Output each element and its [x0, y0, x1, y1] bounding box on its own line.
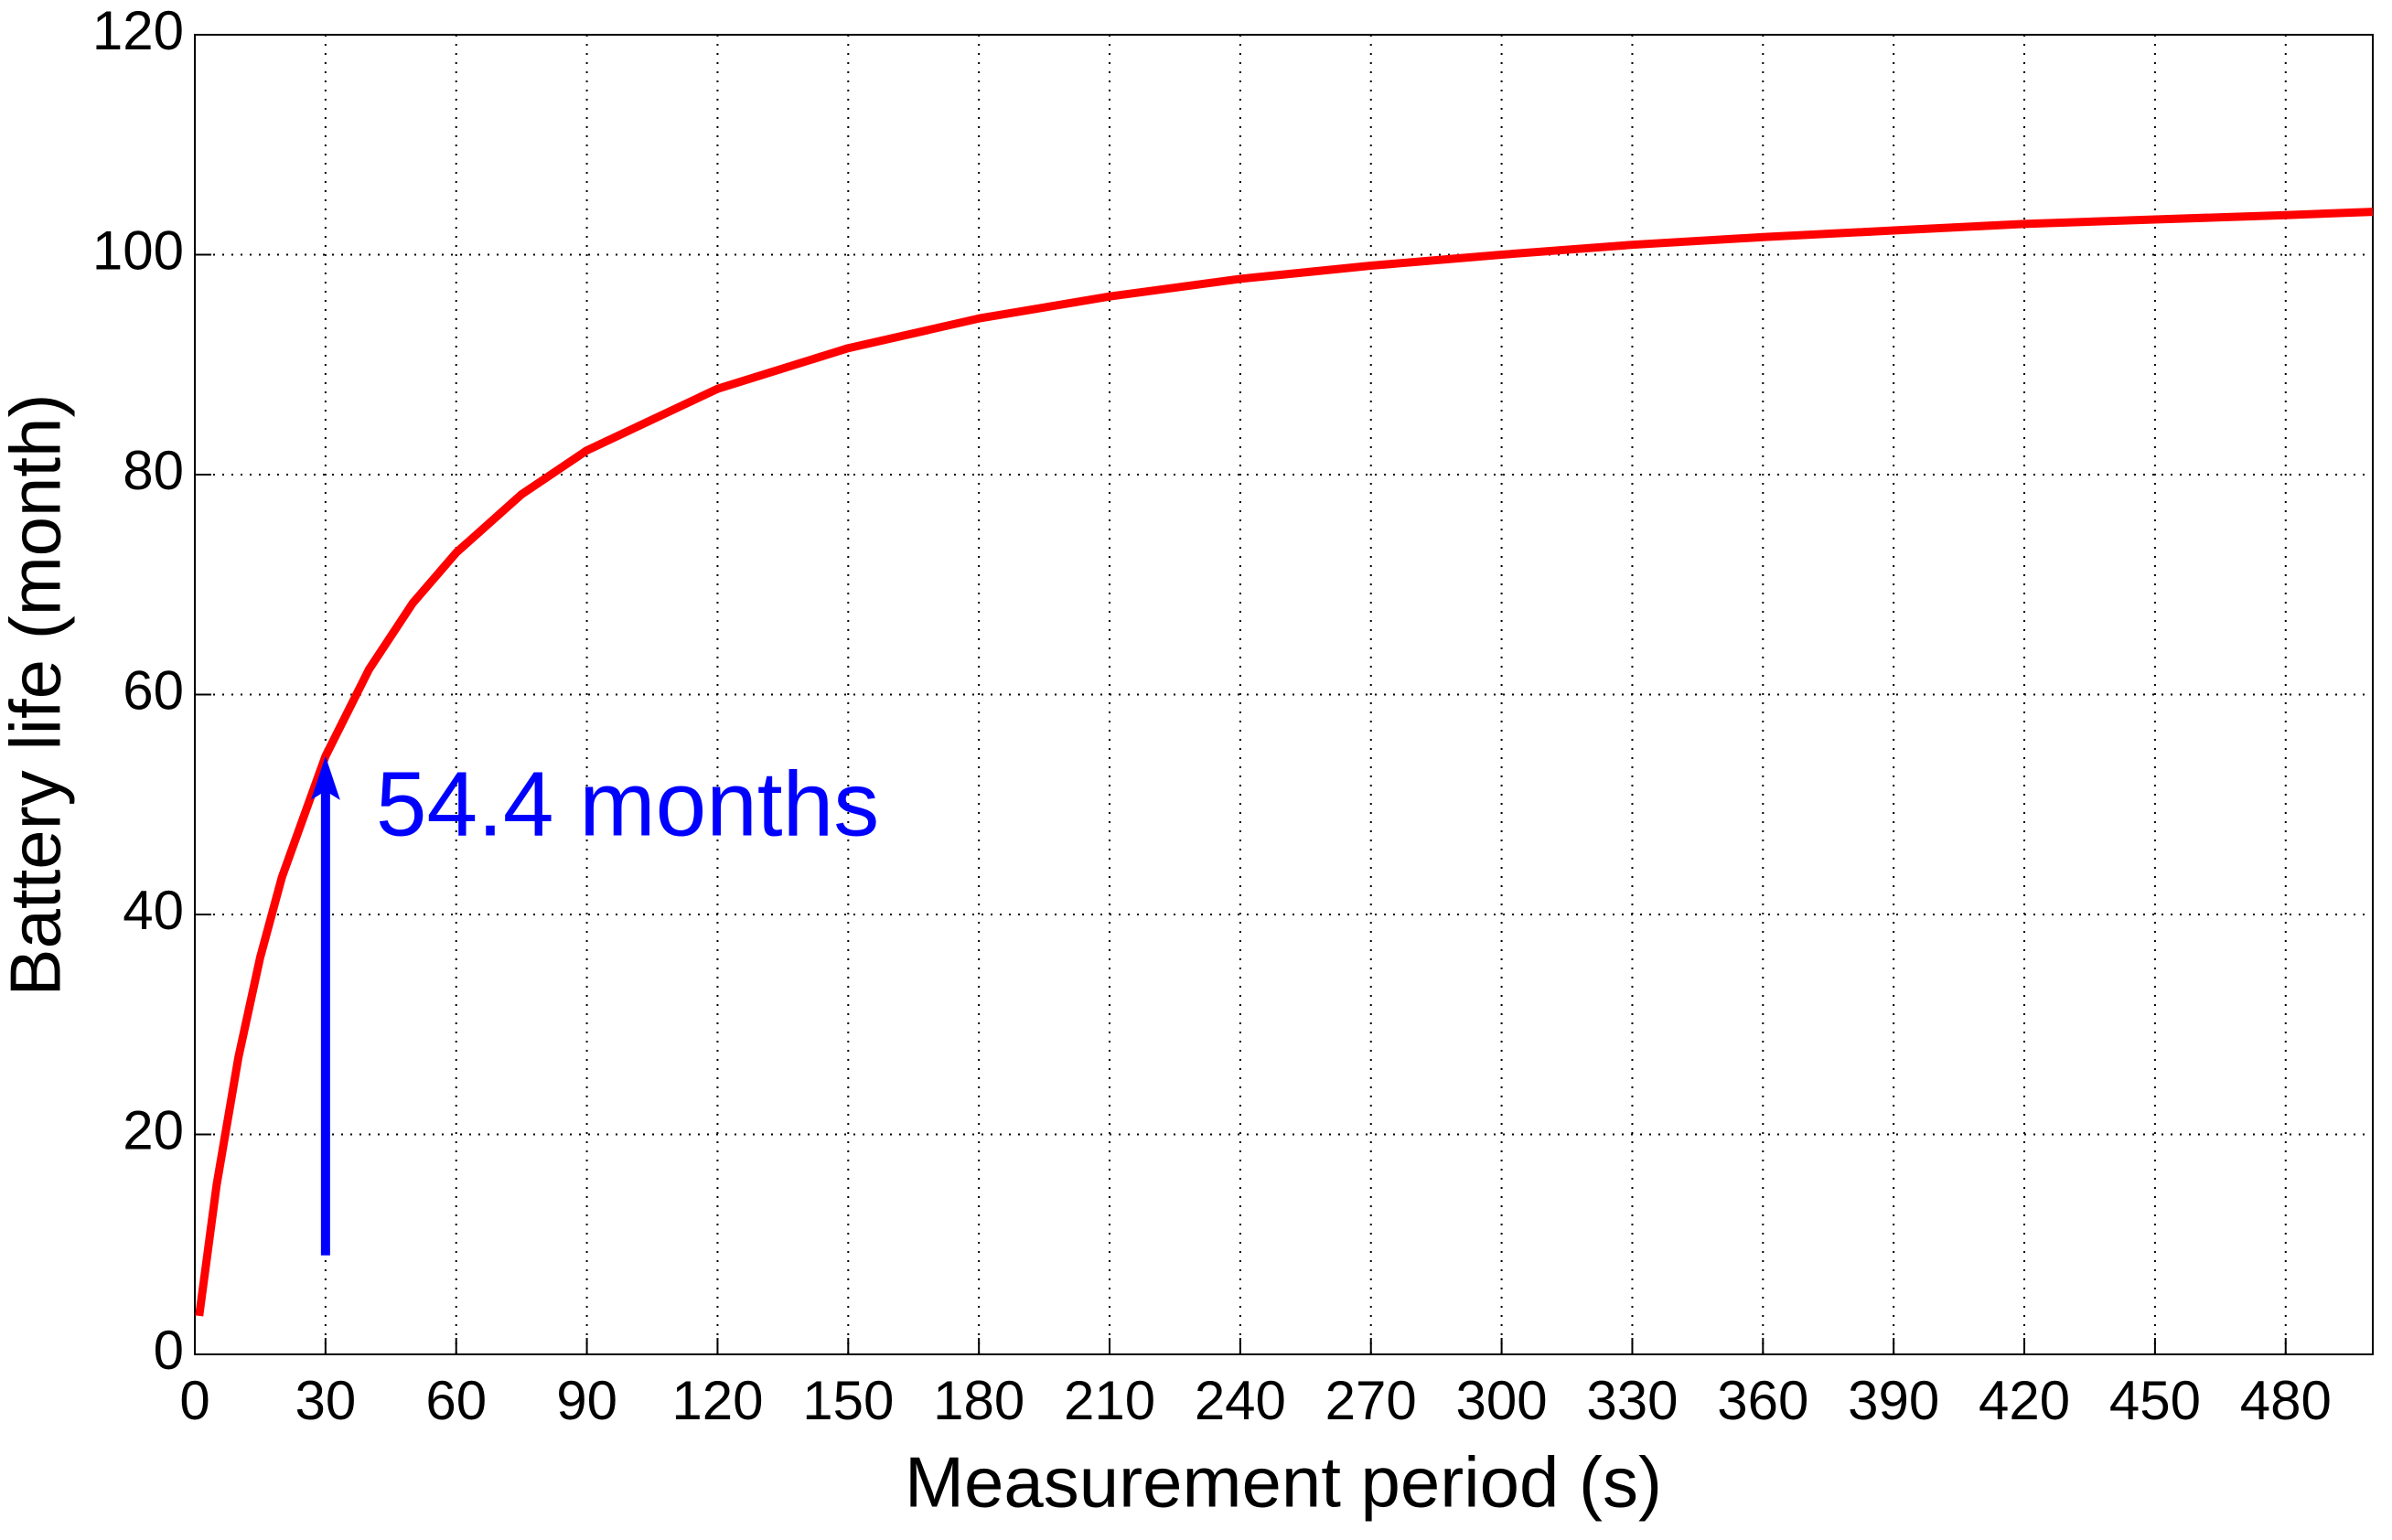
x-tick-label: 0 [179, 1370, 209, 1431]
x-tick-label: 450 [2109, 1370, 2201, 1431]
line-series [195, 208, 2374, 1317]
x-axis-label: Measurement period (s) [905, 1442, 1662, 1523]
x-tick-label: 420 [1979, 1370, 2070, 1431]
x-tick-label: 390 [1848, 1370, 1939, 1431]
x-tick-label: 150 [802, 1370, 894, 1431]
x-tick-label: 180 [933, 1370, 1024, 1431]
x-tick-label: 210 [1064, 1370, 1155, 1431]
x-tick-label: 240 [1195, 1370, 1286, 1431]
plot-frame [194, 34, 2374, 1355]
x-tick-label: 30 [295, 1370, 356, 1431]
x-tick-label: 270 [1325, 1370, 1417, 1431]
y-tick-label: 20 [123, 1099, 184, 1160]
x-tick-label: 360 [1717, 1370, 1808, 1431]
y-tick-label: 120 [92, 0, 184, 61]
x-tick-label: 60 [425, 1370, 487, 1431]
x-tick-label: 120 [671, 1370, 763, 1431]
y-tick-label: 80 [123, 440, 184, 501]
annotation-arrow-head [310, 755, 340, 800]
x-tick-label: 300 [1456, 1370, 1548, 1431]
y-tick-label: 100 [92, 219, 184, 281]
y-tick-label: 0 [154, 1320, 184, 1381]
annotation-text: 54.4 months [376, 753, 879, 855]
y-tick-label: 40 [123, 880, 184, 941]
x-tick-label: 90 [556, 1370, 617, 1431]
y-axis-label: Battery life (month) [0, 394, 76, 997]
x-tick-label: 330 [1586, 1370, 1678, 1431]
x-tick-label: 480 [2240, 1370, 2332, 1431]
y-tick-label: 60 [123, 659, 184, 721]
